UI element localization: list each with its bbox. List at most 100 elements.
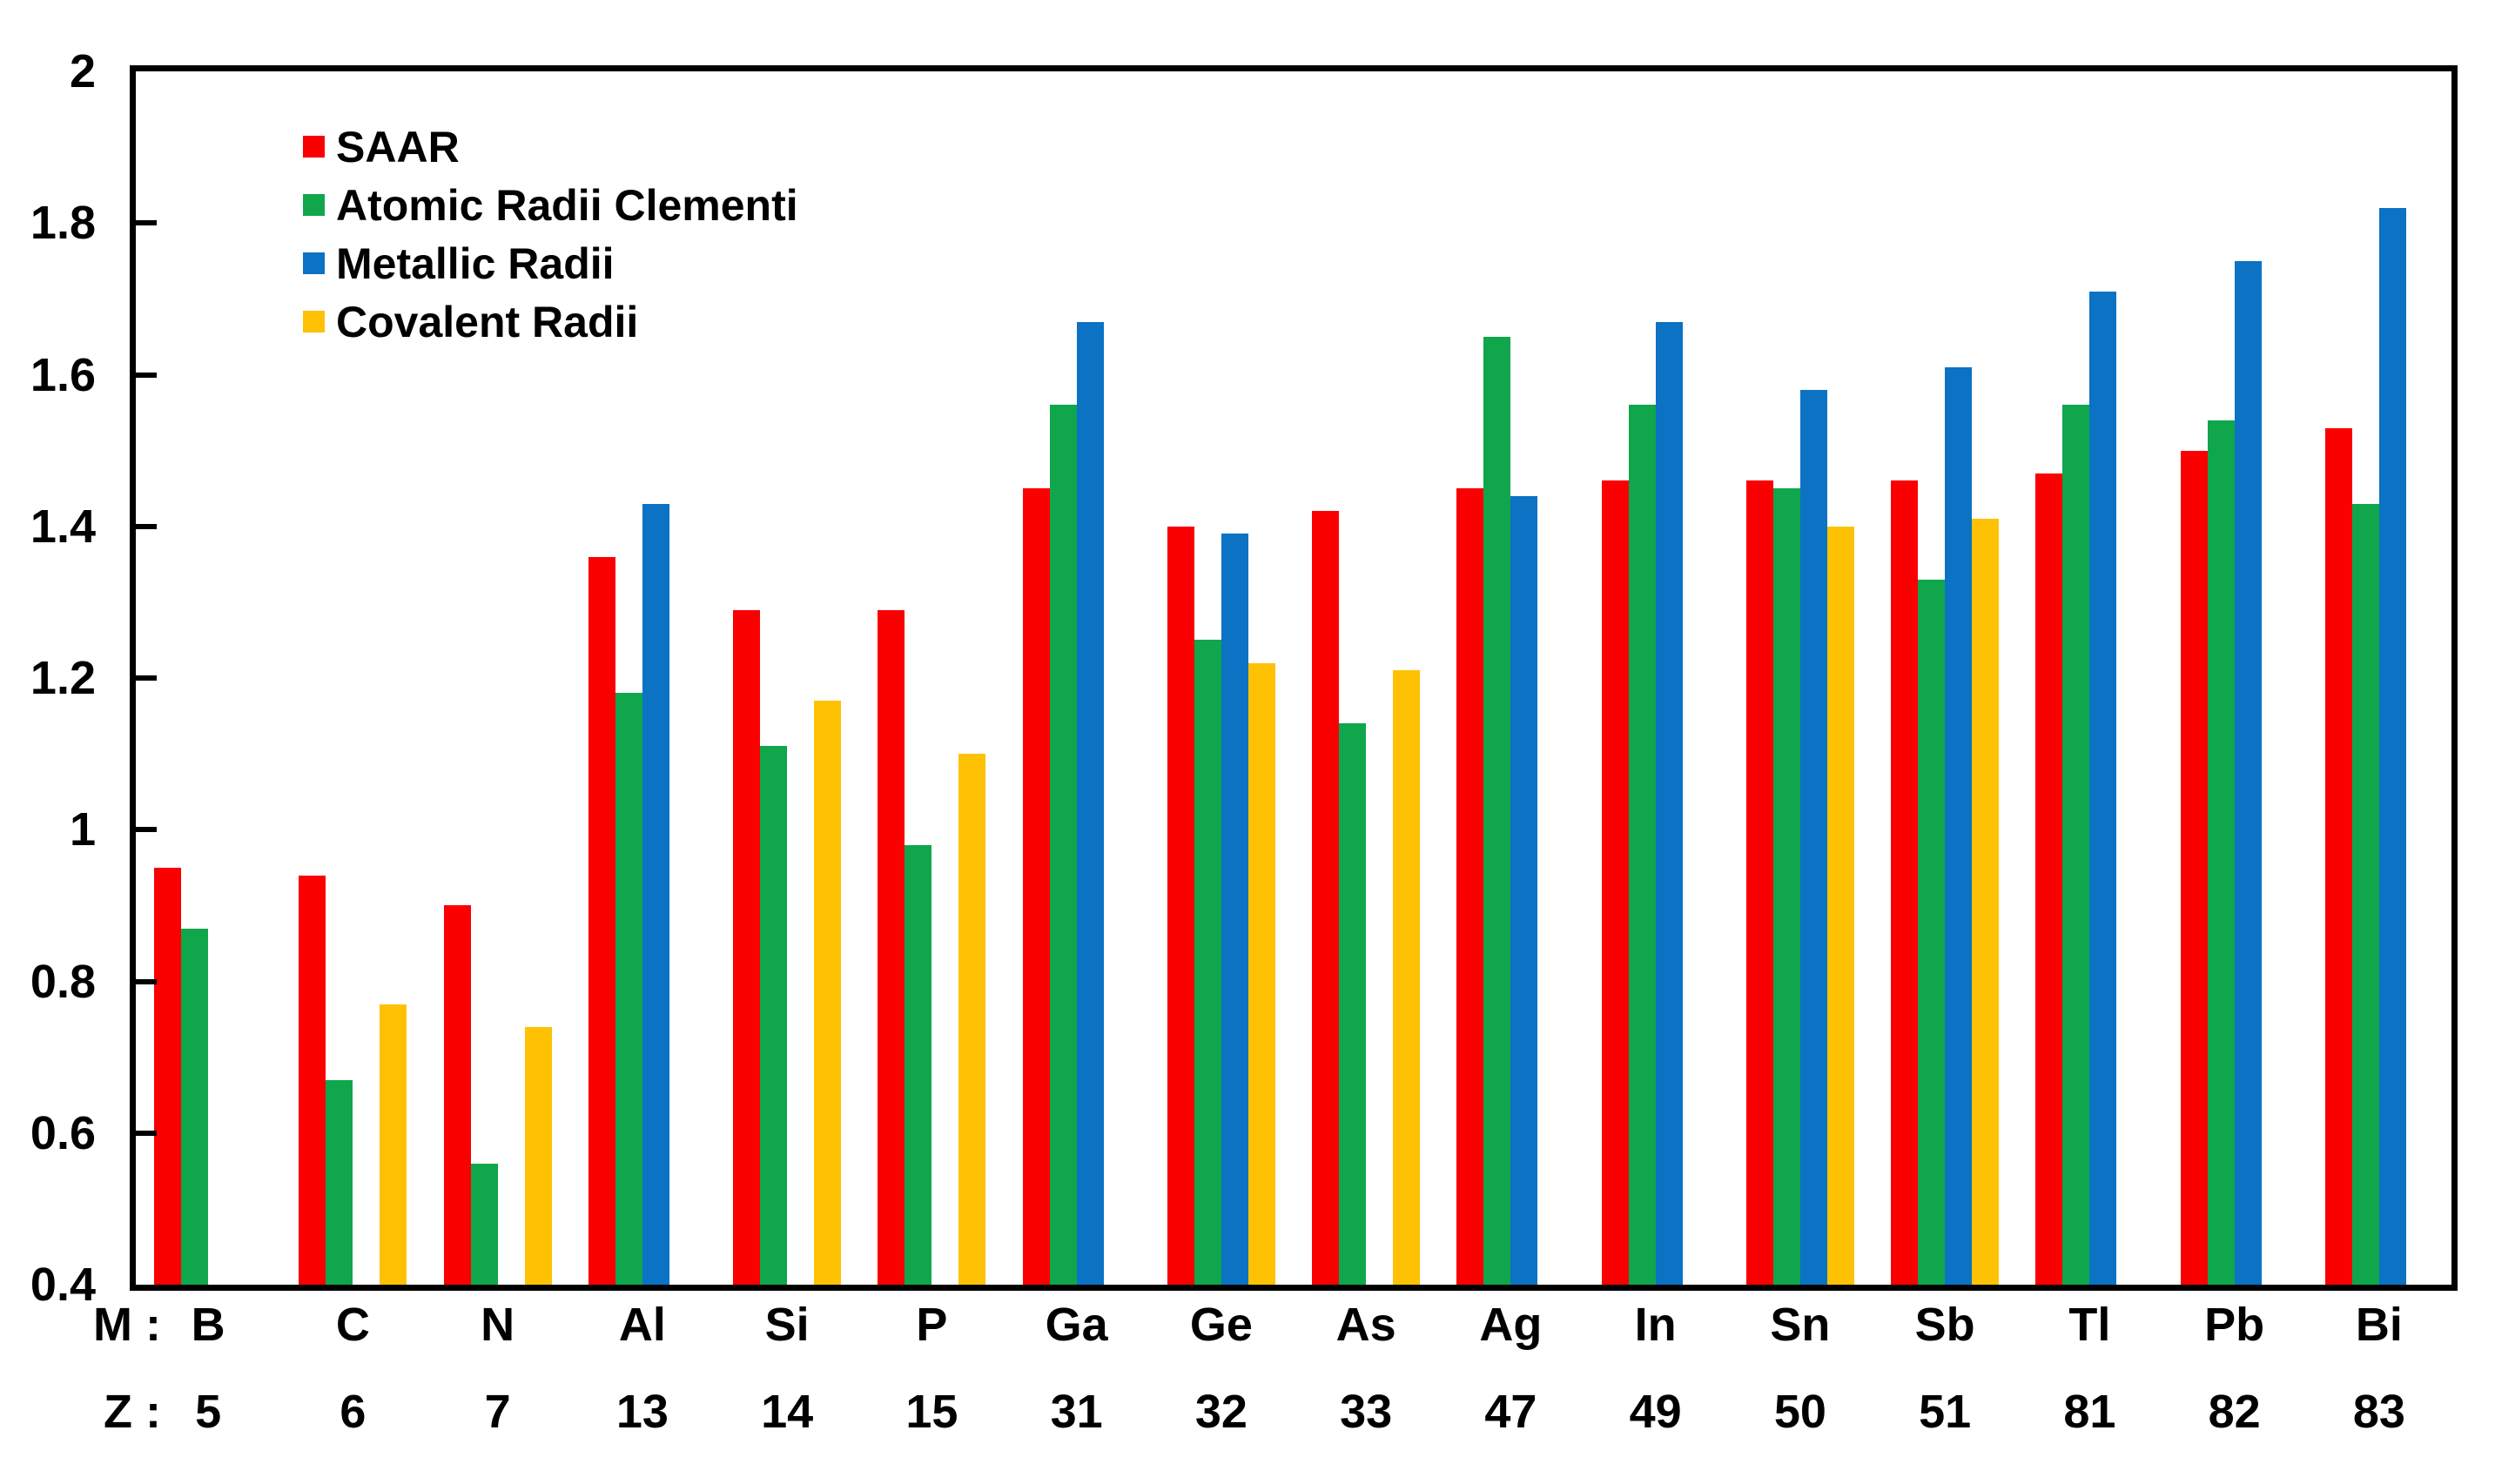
x-axis-symbol-row-prefix: M : <box>93 1299 161 1351</box>
legend-item-saar: SAAR <box>303 118 798 176</box>
legend: SAAR Atomic Radii Clementi Metallic Radi… <box>303 118 798 351</box>
bar-N-atomic-radii-clementi <box>470 1163 498 1285</box>
x-label-element-P: P <box>916 1299 948 1351</box>
covalent-radii-legend-swatch <box>303 311 325 332</box>
bar-Ge-metallic-radii <box>1221 534 1248 1285</box>
x-label-element-Pb: Pb <box>2204 1299 2265 1351</box>
y-tick-mark-1 <box>136 827 157 833</box>
x-label-element-B: B <box>191 1299 225 1351</box>
bar-Sb-atomic-radii-clementi <box>1918 579 1946 1285</box>
bar-Pb-saar <box>2180 450 2208 1285</box>
x-label-element-Sb: Sb <box>1914 1299 1975 1351</box>
y-tick-mark-1.4 <box>136 523 157 529</box>
x-label-atomic-number-81: 81 <box>2063 1386 2116 1438</box>
bar-Si-saar <box>733 609 761 1285</box>
legend-item-atomic-radii-clementi: Atomic Radii Clementi <box>303 176 798 234</box>
x-label-element-As: As <box>1335 1299 1396 1351</box>
y-tick-label-1.8: 1.8 <box>30 197 96 250</box>
saar-legend-swatch <box>303 136 325 158</box>
bar-Tl-atomic-radii-clementi <box>2062 405 2090 1285</box>
x-label-element-Ga: Ga <box>1045 1299 1108 1351</box>
x-label-atomic-number-83: 83 <box>2352 1386 2405 1438</box>
bar-Si-atomic-radii-clementi <box>760 746 788 1285</box>
y-tick-label-0.8: 0.8 <box>30 955 96 1008</box>
bar-In-atomic-radii-clementi <box>1628 405 1656 1285</box>
y-tick-label-2: 2 <box>69 45 96 97</box>
x-label-element-Sn: Sn <box>1770 1299 1831 1351</box>
y-tick-label-1.6: 1.6 <box>30 348 96 401</box>
x-label-atomic-number-49: 49 <box>1629 1386 1682 1438</box>
y-tick-label-1.4: 1.4 <box>30 500 96 553</box>
x-label-atomic-number-15: 15 <box>905 1386 958 1438</box>
x-label-atomic-number-32: 32 <box>1194 1386 1248 1438</box>
x-label-element-Si: Si <box>764 1299 810 1351</box>
atomic-radii-clementi-legend-label: Atomic Radii Clementi <box>336 180 798 230</box>
atomic-radii-clementi-legend-swatch <box>303 194 325 216</box>
bar-N-covalent-radii <box>524 1026 552 1285</box>
bar-As-atomic-radii-clementi <box>1339 723 1367 1285</box>
x-label-atomic-number-6: 6 <box>340 1386 367 1438</box>
bar-Sn-covalent-radii <box>1826 526 1854 1285</box>
bar-Al-metallic-radii <box>642 503 669 1285</box>
y-tick-mark-1.6 <box>136 372 157 378</box>
x-label-element-Ag: Ag <box>1479 1299 1543 1351</box>
x-label-atomic-number-7: 7 <box>484 1386 511 1438</box>
saar-legend-label: SAAR <box>336 122 460 171</box>
bar-Ge-atomic-radii-clementi <box>1194 640 1221 1285</box>
x-label-atomic-number-5: 5 <box>195 1386 222 1438</box>
y-tick-mark-1.8 <box>136 220 157 226</box>
bar-Tl-saar <box>2035 473 2063 1285</box>
plot-area: SAAR Atomic Radii Clementi Metallic Radi… <box>130 65 2458 1291</box>
x-label-element-Ge: Ge <box>1189 1299 1253 1351</box>
x-label-element-C: C <box>335 1299 370 1351</box>
bar-C-covalent-radii <box>380 1004 407 1285</box>
metallic-radii-legend-swatch <box>303 252 325 274</box>
bar-B-saar <box>154 867 182 1285</box>
x-label-atomic-number-13: 13 <box>615 1386 669 1438</box>
bar-P-saar <box>878 609 905 1285</box>
x-axis-number-row-prefix: Z : <box>104 1386 161 1438</box>
y-tick-label-1.2: 1.2 <box>30 652 96 704</box>
metallic-radii-legend-label: Metallic Radii <box>336 238 615 288</box>
y-tick-mark-0.6 <box>136 1130 157 1136</box>
x-label-atomic-number-33: 33 <box>1340 1386 1393 1438</box>
bar-Sn-metallic-radii <box>1799 389 1827 1285</box>
bar-Bi-metallic-radii <box>2378 207 2406 1285</box>
x-label-element-Al: Al <box>618 1299 666 1351</box>
bar-Ag-metallic-radii <box>1510 495 1538 1285</box>
x-label-element-Bi: Bi <box>2355 1299 2403 1351</box>
bar-Bi-saar <box>2324 427 2352 1285</box>
bar-Tl-metallic-radii <box>2089 291 2117 1285</box>
bar-Ag-saar <box>1456 488 1484 1285</box>
x-label-element-Tl: Tl <box>2068 1299 2111 1351</box>
bar-C-atomic-radii-clementi <box>326 1079 353 1285</box>
bar-Sb-covalent-radii <box>1972 519 2000 1285</box>
bar-Si-covalent-radii <box>814 701 842 1285</box>
bar-P-covalent-radii <box>958 754 986 1285</box>
x-label-atomic-number-47: 47 <box>1484 1386 1537 1438</box>
bar-B-atomic-radii-clementi <box>181 928 209 1285</box>
y-tick-mark-0.8 <box>136 978 157 984</box>
bar-Sn-saar <box>1745 480 1773 1285</box>
bar-N-saar <box>443 905 471 1285</box>
bar-In-saar <box>1601 480 1629 1285</box>
x-label-atomic-number-51: 51 <box>1919 1386 1972 1438</box>
bar-Bi-atomic-radii-clementi <box>2351 503 2379 1285</box>
x-label-element-N: N <box>481 1299 515 1351</box>
bar-Ge-covalent-radii <box>1248 662 1275 1285</box>
bar-Ga-saar <box>1022 488 1050 1285</box>
x-label-atomic-number-14: 14 <box>761 1386 814 1438</box>
y-tick-mark-1.2 <box>136 675 157 681</box>
bar-Ga-atomic-radii-clementi <box>1049 405 1077 1285</box>
bar-As-covalent-radii <box>1393 670 1421 1285</box>
bar-Sb-metallic-radii <box>1945 366 1973 1285</box>
covalent-radii-legend-label: Covalent Radii <box>336 297 639 346</box>
y-tick-label-0.6: 0.6 <box>30 1106 96 1159</box>
x-label-atomic-number-50: 50 <box>1773 1386 1826 1438</box>
bar-Pb-atomic-radii-clementi <box>2207 420 2235 1285</box>
bar-Al-saar <box>588 556 615 1285</box>
bar-P-atomic-radii-clementi <box>905 844 932 1285</box>
bar-In-metallic-radii <box>1655 321 1683 1285</box>
bar-Al-atomic-radii-clementi <box>615 693 642 1285</box>
